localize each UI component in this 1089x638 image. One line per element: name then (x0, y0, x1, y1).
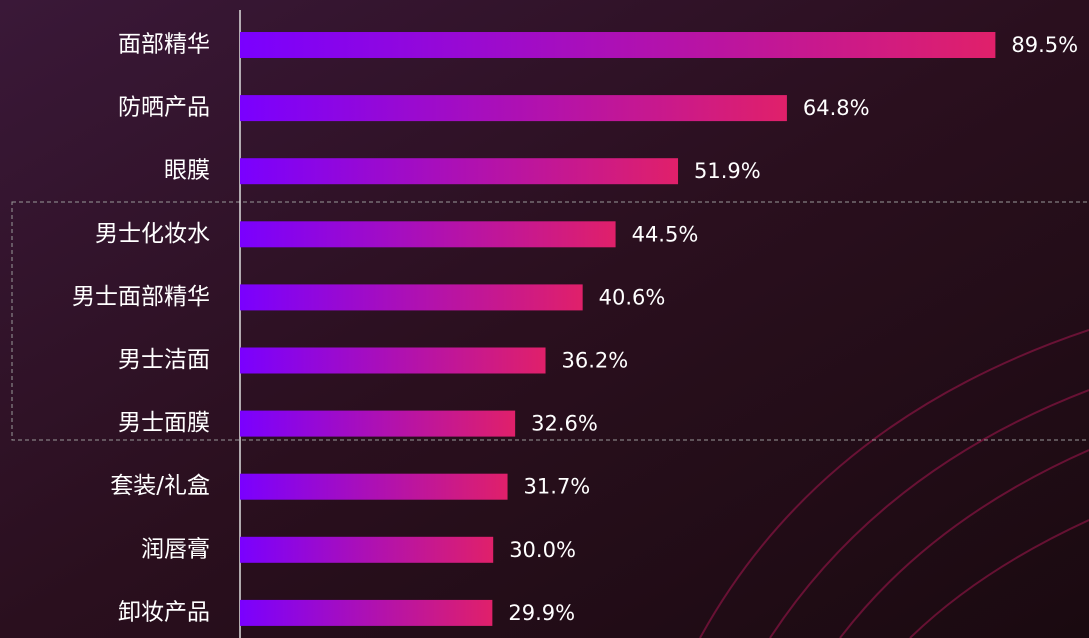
category-label: 男士化妆水 (95, 221, 210, 247)
value-label: 29.9% (508, 601, 575, 625)
category-label: 眼膜 (164, 158, 210, 184)
category-label: 面部精华 (118, 32, 210, 58)
value-label: 36.2% (562, 349, 629, 373)
bar (240, 158, 679, 185)
bar (240, 95, 787, 122)
category-label: 卸妆产品 (118, 599, 210, 625)
value-label: 31.7% (524, 475, 591, 499)
decor-arcs (699, 329, 1089, 638)
category-label: 男士面部精华 (72, 284, 210, 310)
bar (240, 284, 583, 311)
value-label: 51.9% (694, 159, 761, 183)
highlight-box (11, 201, 1089, 441)
bar (240, 536, 494, 563)
category-label: 男士洁面 (118, 347, 210, 373)
value-label: 89.5% (1011, 33, 1078, 57)
value-label: 32.6% (531, 412, 598, 436)
value-label: 64.8% (803, 96, 870, 120)
bar (240, 599, 493, 626)
bar (240, 410, 516, 437)
bar (240, 32, 996, 58)
value-label: 30.0% (509, 538, 576, 562)
value-label: 40.6% (599, 285, 666, 309)
category-label: 套装/礼盒 (110, 473, 210, 499)
bar (240, 473, 508, 500)
category-label: 防晒产品 (118, 95, 210, 121)
bar (240, 347, 546, 374)
bar (240, 221, 616, 248)
value-label: 44.5% (632, 222, 699, 246)
category-label: 男士面膜 (118, 410, 210, 436)
category-label: 润唇膏 (141, 536, 210, 562)
